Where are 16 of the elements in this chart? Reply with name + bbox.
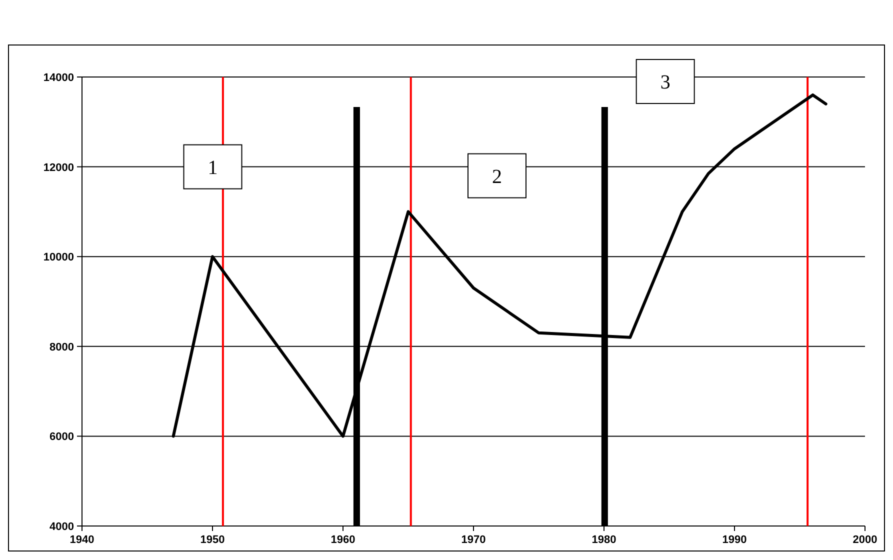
y-tick-label: 12000	[43, 162, 74, 174]
x-tick-label: 1960	[330, 534, 356, 546]
x-tick-label: 1940	[70, 534, 94, 546]
x-tick-label: 1990	[722, 534, 747, 546]
annotation: 1	[208, 156, 218, 179]
y-tick-label: 10000	[43, 252, 74, 264]
x-tick-label: 1970	[461, 534, 486, 546]
y-tick-label: 4000	[50, 521, 74, 533]
y-tick-label: 8000	[50, 341, 74, 354]
annotation: 2	[492, 166, 502, 188]
y-tick-label: 6000	[50, 431, 74, 444]
y-tick-label: 14000	[43, 72, 74, 84]
x-tick-label: 1950	[200, 534, 225, 546]
x-tick-label: 2000	[852, 534, 878, 546]
x-tick-label: 1980	[592, 534, 616, 546]
annotation: 3	[660, 71, 670, 94]
